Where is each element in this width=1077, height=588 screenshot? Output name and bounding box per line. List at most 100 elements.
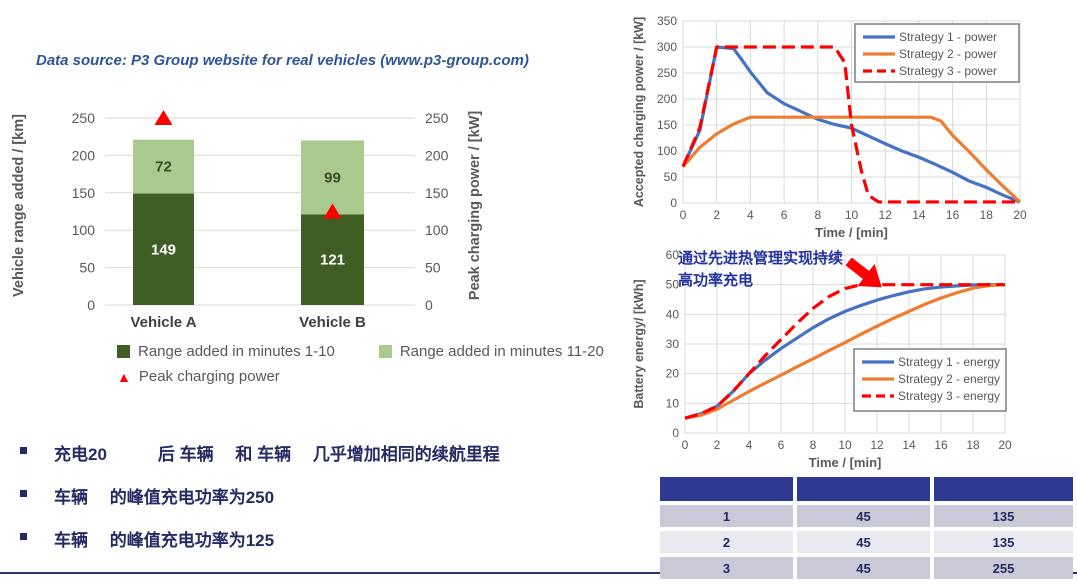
svg-text:200: 200 (425, 147, 449, 163)
bullet-square-icon (20, 533, 27, 540)
svg-text:Peak charging power / [kW]: Peak charging power / [kW] (467, 111, 483, 301)
bar-segment-dark (301, 214, 364, 305)
table-header-cell (934, 477, 1073, 501)
svg-text:200: 200 (72, 147, 96, 163)
table-header-row (660, 477, 1073, 501)
svg-text:10: 10 (845, 208, 859, 222)
svg-text:16: 16 (946, 208, 960, 222)
table-cell: 135 (934, 505, 1073, 527)
table-cell: 3 (660, 557, 793, 579)
bar-chart-svg: 0 0 50 50 100 100 150 150 200 200 250 250 Vehicle ra… (11, 110, 483, 331)
svg-text:72: 72 (155, 159, 172, 176)
svg-text:121: 121 (320, 252, 345, 269)
svg-text:12: 12 (870, 438, 884, 452)
svg-text:300: 300 (657, 40, 677, 54)
svg-text:250: 250 (425, 110, 449, 126)
svg-text:Time / [min]: Time / [min] (809, 455, 882, 470)
peak-marker-triangle-icon (154, 110, 173, 125)
svg-text:2: 2 (714, 438, 721, 452)
svg-text:100: 100 (657, 144, 677, 158)
bullet-text: 车辆 的峰值充电功率为250 (54, 488, 275, 507)
svg-text:250: 250 (72, 110, 96, 126)
svg-text:20: 20 (998, 438, 1012, 452)
bullet-text: 充电20 后 车辆 和 车辆 几乎增加相同的续航里程 (54, 445, 500, 464)
svg-text:Battery energy/ [kWh]: Battery energy/ [kWh] (632, 279, 646, 408)
svg-text:Strategy 1 - energy: Strategy 1 - energy (898, 355, 1000, 369)
svg-text:4: 4 (747, 208, 754, 222)
series-line (684, 283, 1006, 420)
table-cell: 45 (797, 557, 930, 579)
svg-text:100: 100 (425, 222, 449, 238)
svg-text:4: 4 (746, 438, 753, 452)
svg-text:12: 12 (879, 208, 893, 222)
bullet-square-icon (20, 490, 27, 497)
svg-text:20: 20 (666, 367, 680, 381)
svg-text:50: 50 (79, 260, 95, 276)
svg-text:Strategy 2 - power: Strategy 2 - power (899, 47, 997, 61)
bullet-item-3: 车辆 的峰值充电功率为125 (20, 526, 500, 551)
bullet-square-icon (20, 447, 27, 454)
red-triangle-icon: ▲ (117, 368, 131, 385)
svg-text:6: 6 (781, 208, 788, 222)
svg-text:100: 100 (72, 222, 96, 238)
svg-text:149: 149 (151, 241, 176, 258)
table-cell: 45 (797, 505, 930, 527)
svg-text:Strategy 2 - energy: Strategy 2 - energy (898, 372, 1000, 386)
svg-text:40: 40 (666, 307, 680, 321)
vehicle-range-bar-chart: 0 0 50 50 100 100 150 150 200 200 250 250 Vehicle ra… (5, 95, 565, 340)
svg-text:350: 350 (657, 14, 677, 28)
svg-text:0: 0 (670, 196, 677, 210)
svg-text:8: 8 (810, 438, 817, 452)
svg-text:50: 50 (425, 260, 441, 276)
svg-text:30: 30 (666, 337, 680, 351)
bullet-list: 充电20 后 车辆 和 车辆 几乎增加相同的续航里程 车辆 的峰值充电功率为25… (20, 440, 500, 551)
legend-item-range-1-10: Range added in minutes 1-10 (117, 343, 335, 360)
bullet-item-2: 车辆 的峰值充电功率为250 (20, 483, 500, 508)
svg-text:18: 18 (980, 208, 994, 222)
svg-text:50: 50 (664, 170, 678, 184)
table-row: 1 45 135 (660, 505, 1073, 527)
table-cell: 45 (797, 531, 930, 553)
table-header-cell (797, 477, 930, 501)
series-line (681, 45, 1021, 204)
thermal-management-annotation: 通过先进热管理实现持续 高功率充电 (678, 250, 844, 289)
series-line (681, 45, 1020, 204)
table-cell: 135 (934, 531, 1073, 553)
svg-text:20: 20 (1013, 208, 1027, 222)
dark-green-swatch-icon (117, 345, 130, 358)
series-line (681, 115, 1022, 204)
svg-text:150: 150 (657, 118, 677, 132)
results-table: 1 45 135 2 45 135 3 45 255 (656, 473, 1077, 583)
table-row: 2 45 135 (660, 531, 1073, 553)
svg-text:18: 18 (966, 438, 980, 452)
svg-text:14: 14 (912, 208, 926, 222)
line-chart-svg: 0 2 4 6 8 10 12 14 16 18 20050100150200250300350Ti… (632, 14, 1027, 240)
svg-text:0: 0 (425, 297, 433, 313)
svg-text:99: 99 (324, 169, 341, 186)
svg-text:Vehicle B: Vehicle B (299, 314, 366, 331)
svg-text:2: 2 (713, 208, 720, 222)
svg-text:0: 0 (680, 208, 687, 222)
table-cell: 1 (660, 505, 793, 527)
legend-label: Range added in minutes 11-20 (399, 343, 604, 360)
bar-segment-dark (133, 193, 194, 305)
bullet-text: 车辆 的峰值充电功率为125 (54, 531, 275, 550)
legend-label: Peak charging power (138, 368, 280, 385)
svg-text:150: 150 (425, 185, 449, 201)
svg-text:60: 60 (666, 248, 680, 262)
footer-divider-line (0, 572, 662, 574)
bar-chart-legend: Range added in minutes 1-10 Range added … (117, 343, 604, 360)
svg-text:14: 14 (902, 438, 916, 452)
svg-text:16: 16 (934, 438, 948, 452)
svg-text:0: 0 (87, 297, 95, 313)
bar-segment-light (301, 140, 364, 215)
svg-text:Strategy 3 - energy: Strategy 3 - energy (898, 389, 1000, 403)
svg-text:Time / [min]: Time / [min] (815, 225, 888, 240)
legend-label: Range added in minutes 1-10 (138, 343, 335, 360)
svg-text:6: 6 (778, 438, 785, 452)
data-source-note: Data source: P3 Group website for real v… (36, 52, 529, 69)
svg-text:250: 250 (657, 66, 677, 80)
svg-text:10: 10 (838, 438, 852, 452)
svg-text:Accepted charging power / [kW]: Accepted charging power / [kW] (632, 17, 646, 207)
